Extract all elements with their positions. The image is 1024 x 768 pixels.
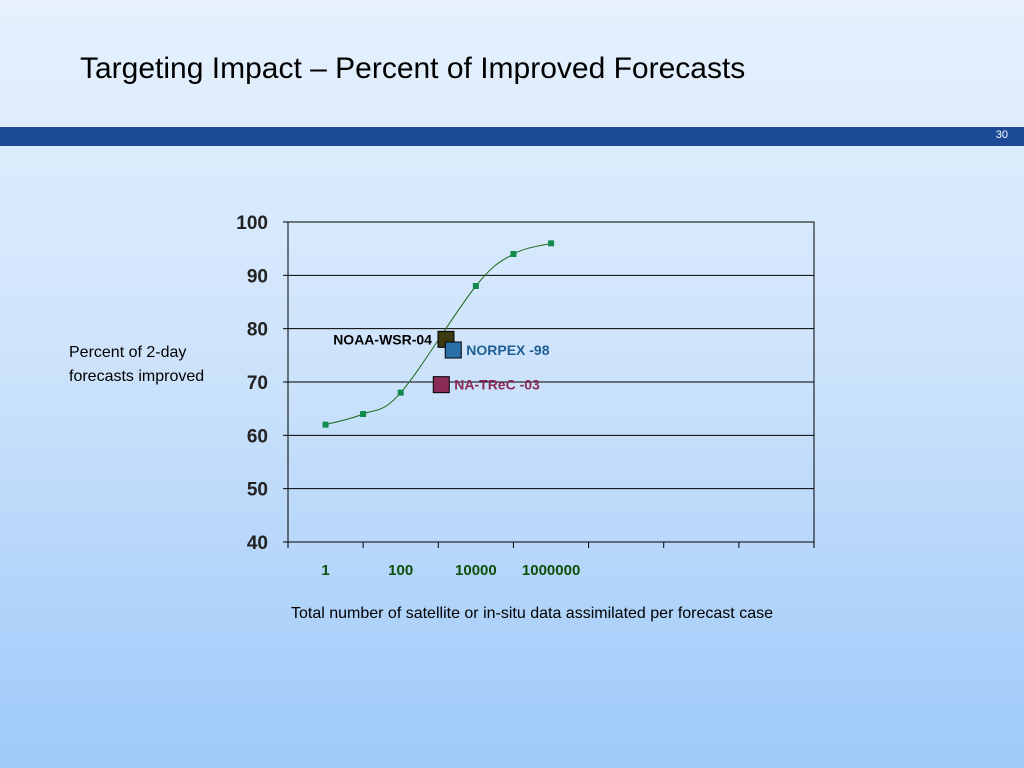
data-point: [397, 389, 404, 396]
x-tick-labels: 1 100 10000 1000000: [321, 562, 580, 579]
header-band: 30: [0, 127, 1024, 146]
data-point: [510, 251, 517, 257]
y-tick-label: 90: [247, 266, 268, 287]
y-tick-label: 70: [247, 373, 268, 394]
y-tick-labels: 40 50 60 70 80 90 100: [236, 213, 288, 554]
annotations: NOAA-WSR-04 NORPEX -98 NA-TReC -03: [333, 330, 550, 394]
annotation-marker: [432, 376, 450, 394]
y-tick-label: 40: [247, 533, 268, 554]
data-point: [360, 411, 367, 417]
annotation-label: NORPEX -98: [466, 342, 549, 358]
x-tick-label: 100: [388, 562, 413, 579]
data-point: [472, 283, 479, 289]
y-tick-label: 50: [247, 480, 268, 501]
data-point: [322, 421, 329, 428]
x-tick-label: 1: [321, 562, 329, 579]
gridlines: [288, 221, 814, 543]
slide-title: Targeting Impact – Percent of Improved F…: [80, 52, 746, 85]
annotation-label: NOAA-WSR-04: [333, 331, 432, 347]
x-tick-label: 1000000: [522, 562, 580, 579]
y-tick-label: 100: [236, 213, 268, 234]
slide-number: 30: [995, 129, 1008, 141]
x-tick-marks: [287, 542, 815, 548]
annotation-label: NA-TReC -03: [454, 377, 540, 393]
data-point: [548, 240, 555, 247]
x-axis-label: Total number of satellite or in-situ dat…: [290, 605, 773, 622]
y-tick-label: 60: [247, 426, 268, 447]
annotation-marker: [444, 341, 462, 359]
x-tick-label: 10000: [455, 562, 497, 579]
series-markers: [322, 240, 555, 428]
y-tick-label: 80: [247, 320, 268, 341]
y-axis-label: Percent of 2-day forecasts improved: [69, 344, 205, 385]
